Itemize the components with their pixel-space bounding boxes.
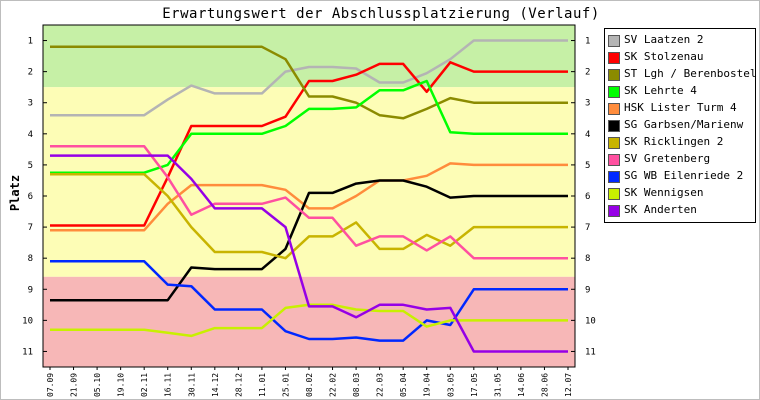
- x-tick-label: 22.03: [376, 373, 385, 397]
- legend-item: SK Stolzenau: [608, 49, 754, 66]
- series-line-1: [50, 61, 568, 227]
- x-tick-label: 07.09: [46, 373, 55, 397]
- chart-title: Erwartungswert der Abschlussplatzierung …: [162, 6, 600, 22]
- legend-swatch: [608, 137, 620, 149]
- y-tick-label-left: 6: [28, 192, 33, 202]
- legend-label: SK Lehrte 4: [624, 84, 697, 97]
- legend-item: SK Anderten: [608, 202, 754, 219]
- y-tick-label-right: 2: [585, 68, 590, 78]
- y-tick-label-right: 1: [585, 37, 590, 47]
- y-tick-label-right: 8: [585, 254, 590, 264]
- legend-swatch: [608, 69, 620, 81]
- x-tick-label: 14.12: [211, 373, 220, 397]
- y-tick-label-left: 5: [28, 161, 33, 171]
- x-tick-label: 05.04: [399, 373, 408, 397]
- legend-label: SK Stolzenau: [624, 50, 704, 63]
- y-tick-label-right: 4: [585, 130, 590, 140]
- x-tick-label: 03.05: [446, 373, 455, 397]
- legend-label: SK Wennigsen: [624, 186, 704, 199]
- x-tick-label: 25.01: [281, 373, 290, 397]
- x-ticks: 07.09 21.09 05.10 19.10 02.11 16.11 30.11 14.12…: [46, 367, 573, 397]
- legend-swatch: [608, 188, 620, 200]
- y-tick-label-right: 6: [585, 192, 590, 202]
- legend-label: SG WB Eilenriede 2: [624, 169, 744, 182]
- legend-label: ST Lgh / Berenbostel 2: [624, 67, 760, 80]
- y-tick-label-left: 9: [28, 285, 33, 295]
- legend: SV Laatzen 2 SK Stolzenau ST Lgh / Berenbo…: [604, 28, 759, 223]
- series-line-6: [50, 172, 568, 260]
- y-tick-label-right: 10: [585, 316, 596, 326]
- series-line-2: [50, 45, 568, 120]
- legend-label: SK Anderten: [624, 203, 697, 216]
- x-tick-label: 11.01: [258, 373, 267, 397]
- x-tick-label: 12.07: [564, 373, 573, 397]
- y-tick-label-right: 7: [585, 223, 590, 233]
- series-line-5: [50, 179, 568, 302]
- legend-swatch: [608, 103, 620, 115]
- y-tick-label-right: 11: [585, 347, 596, 357]
- x-tick-label: 21.09: [70, 373, 79, 397]
- legend-item: SV Gretenberg: [608, 151, 754, 168]
- legend-label: SV Laatzen 2: [624, 33, 704, 46]
- x-tick-label: 30.11: [187, 373, 196, 397]
- legend-swatch: [608, 35, 620, 47]
- x-tick-label: 28.12: [234, 373, 243, 397]
- y-tick-label-left: 11: [22, 347, 33, 357]
- y-ticks-right: 1 2 3 4 5 6 7 8 9 10 11: [571, 37, 596, 357]
- x-tick-label: 02.11: [140, 373, 149, 397]
- rank-bands: [43, 25, 575, 367]
- series-lines: [50, 39, 568, 353]
- legend-item: SG Garbsen/Marienw: [608, 117, 754, 134]
- legend-label: SK Ricklingen 2: [624, 135, 724, 148]
- x-tick-label: 08.02: [305, 373, 314, 397]
- x-tick-label: 28.06: [540, 373, 549, 397]
- x-tick-label: 31.05: [493, 373, 502, 397]
- y-tick-label-left: 7: [28, 223, 33, 233]
- y-tick-label-left: 8: [28, 254, 33, 264]
- x-tick-label: 19.10: [117, 373, 126, 397]
- y-tick-label-right: 9: [585, 285, 590, 295]
- x-tick-label: 05.10: [93, 373, 102, 397]
- x-tick-label: 16.11: [164, 373, 173, 397]
- series-line-0: [50, 39, 568, 117]
- x-tick-label: 17.05: [470, 373, 479, 397]
- series-line-10: [50, 154, 568, 353]
- legend-swatch: [608, 154, 620, 166]
- series-line-8: [50, 260, 568, 342]
- legend-item: SG WB Eilenriede 2: [608, 168, 754, 185]
- legend-item: HSK Lister Turm 4: [608, 100, 754, 117]
- legend-swatch: [608, 120, 620, 132]
- legend-label: SV Gretenberg: [624, 152, 711, 165]
- legend-item: ST Lgh / Berenbostel 2: [608, 66, 759, 83]
- series-line-4: [50, 162, 568, 232]
- y-tick-label-right: 3: [585, 99, 590, 109]
- y-ticks-left: 1 2 3 4 5 6 7 8 9 10 11: [22, 37, 47, 357]
- x-tick-label: 08.03: [352, 373, 361, 397]
- legend-label: HSK Lister Turm 4: [624, 101, 737, 114]
- legend-item: SK Lehrte 4: [608, 83, 754, 100]
- legend-item: SV Laatzen 2: [608, 32, 754, 49]
- x-tick-label: 14.06: [517, 373, 526, 397]
- y-tick-label-left: 10: [22, 316, 33, 326]
- x-tick-label: 22.02: [329, 373, 338, 397]
- series-line-7: [50, 145, 568, 260]
- legend-label: SG Garbsen/Marienw: [624, 118, 744, 131]
- band-0: [43, 25, 575, 88]
- y-tick-label-left: 4: [28, 130, 33, 140]
- legend-swatch: [608, 171, 620, 183]
- legend-item: SK Ricklingen 2: [608, 134, 754, 151]
- series-line-3: [50, 79, 568, 174]
- y-tick-label-left: 2: [28, 68, 33, 78]
- y-tick-label-left: 3: [28, 99, 33, 109]
- band-1: [43, 87, 575, 277]
- y-tick-label-left: 1: [28, 37, 33, 47]
- x-tick-label: 19.04: [423, 373, 432, 397]
- legend-item: SK Wennigsen: [608, 185, 754, 202]
- legend-swatch: [608, 86, 620, 98]
- y-tick-label-right: 5: [585, 161, 590, 171]
- legend-swatch: [608, 205, 620, 217]
- legend-swatch: [608, 52, 620, 64]
